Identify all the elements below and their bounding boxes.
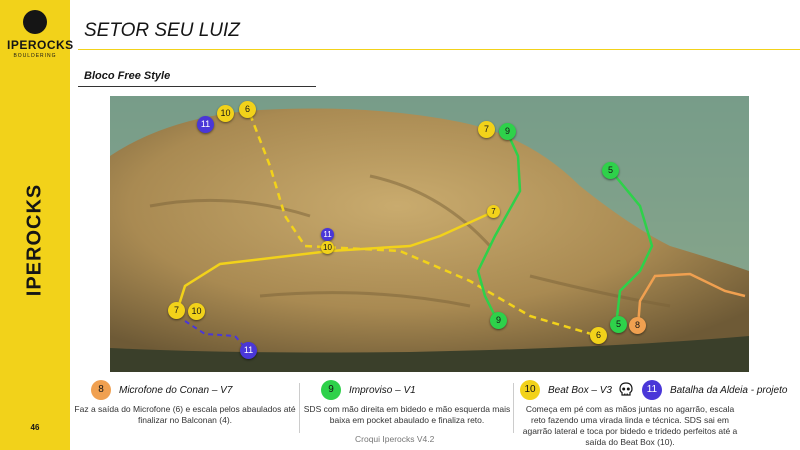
logo-text: IPEROCKS xyxy=(7,38,74,52)
logo-subtext: BOULDERING xyxy=(13,53,57,59)
sidebar: IPEROCKS BOULDERING IPEROCKS 46 xyxy=(0,0,74,450)
climber-icon xyxy=(23,10,47,34)
legend-number-9: 9 xyxy=(321,380,341,400)
legend-description: SDS com mão direita em bidedo e mão esqu… xyxy=(303,404,511,425)
route-marker-5: 5 xyxy=(610,316,627,333)
route-marker-11: 11 xyxy=(321,228,334,241)
legend-header: 8 Microfone do Conan – V7 xyxy=(91,380,232,400)
legend-number-8: 8 xyxy=(91,380,111,400)
route-marker-7: 7 xyxy=(168,302,185,319)
route-marker-11: 11 xyxy=(197,116,214,133)
legend-description: Começa em pé com as mãos juntas no agarr… xyxy=(522,404,738,447)
legend-beatbox-batalha: 10 Beat Box – V3 11 Batalha da Aldeia - … xyxy=(520,380,796,447)
route-marker-9: 9 xyxy=(490,312,507,329)
legend-divider xyxy=(299,383,300,433)
footer-version: Croqui Iperocks V4.2 xyxy=(355,434,435,444)
legend-improviso: 9 Improviso – V1 SDS com mão direita em … xyxy=(303,380,511,440)
legend-microfone: 8 Microfone do Conan – V7 Faz a saída do… xyxy=(74,380,296,440)
route-marker-6: 6 xyxy=(590,327,607,344)
legend-route-name: Batalha da Aldeia - projeto xyxy=(669,384,788,396)
page-number: 46 xyxy=(30,423,40,432)
legend-header: 9 Improviso – V1 xyxy=(321,380,416,400)
route-overlay xyxy=(110,96,749,372)
legend-route-name: Beat Box – V3 xyxy=(548,384,612,396)
route-marker-7: 7 xyxy=(478,121,495,138)
boulder-photo: 11 10 6 7 9 7 11 10 5 7 10 11 9 6 5 8 xyxy=(110,96,749,372)
iperocks-logo: IPEROCKS BOULDERING xyxy=(7,10,74,66)
legend-divider xyxy=(513,383,514,433)
boulder-title: Bloco Free Style xyxy=(84,70,171,82)
title-underline xyxy=(78,49,800,50)
legend-description: Faz a saída do Microfone (6) e escala pe… xyxy=(74,404,296,425)
route-marker-5: 5 xyxy=(602,162,619,179)
route-marker-7: 7 xyxy=(487,205,500,218)
route-marker-6: 6 xyxy=(239,101,256,118)
route-marker-11: 11 xyxy=(240,342,257,359)
route-marker-10: 10 xyxy=(188,303,205,320)
sector-title: SETOR SEU LUIZ xyxy=(84,20,240,41)
route-marker-10: 10 xyxy=(321,241,334,254)
subtitle-underline xyxy=(78,86,316,87)
route-marker-8: 8 xyxy=(629,317,646,334)
legend-route-name: Improviso – V1 xyxy=(349,384,416,396)
route-marker-10: 10 xyxy=(217,105,234,122)
sidebar-brand: IPEROCKS xyxy=(23,183,46,297)
legend-route-name: Microfone do Conan – V7 xyxy=(119,384,233,396)
legend-number-11: 11 xyxy=(641,380,662,400)
legend-header: 10 Beat Box – V3 11 Batalha da Aldeia - … xyxy=(520,380,787,400)
route-marker-9: 9 xyxy=(499,123,516,140)
legend-number-10: 10 xyxy=(520,380,540,400)
skull-icon xyxy=(619,382,633,396)
